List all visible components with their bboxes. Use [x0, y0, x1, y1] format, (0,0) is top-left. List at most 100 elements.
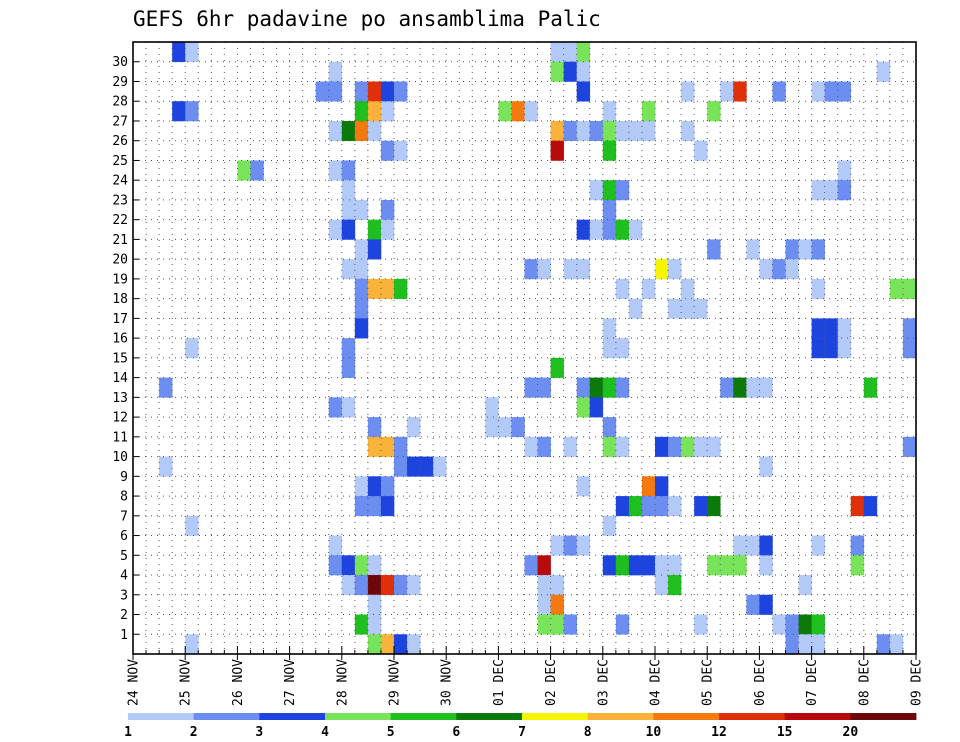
precip-cell: [602, 120, 617, 142]
precip-cell: [354, 476, 369, 497]
colorbar-label: 2: [190, 725, 198, 740]
colorbar-swatch: [784, 713, 851, 720]
x-tick-label: 06 DEC: [753, 659, 768, 706]
precip-cell: [628, 120, 643, 142]
precip-cell: [576, 377, 591, 398]
precip-cell: [668, 436, 682, 457]
x-tick-label: 03 DEC: [596, 659, 611, 706]
precip-cell: [394, 278, 408, 299]
y-tick-label: 22: [112, 213, 128, 228]
precip-cell: [341, 357, 356, 378]
precip-cell: [837, 318, 852, 339]
x-tick-label: 30 NOV: [440, 659, 455, 706]
precip-cell: [837, 338, 852, 359]
precip-cell: [681, 298, 695, 319]
precip-cell: [576, 42, 591, 63]
precip-cell: [341, 219, 356, 240]
precip-cell: [628, 555, 643, 576]
precip-cell: [394, 140, 408, 161]
precip-cell: [720, 377, 734, 398]
precip-cell: [394, 436, 408, 457]
precip-cell: [746, 594, 760, 615]
precip-cell: [328, 219, 343, 240]
colorbar-label: 20: [843, 725, 859, 740]
precip-cell: [602, 199, 617, 220]
precip-cell: [315, 81, 330, 102]
precip-cell: [615, 180, 630, 201]
y-tick-label: 16: [112, 332, 128, 347]
y-tick-label: 9: [120, 470, 128, 485]
y-tick-label: 6: [120, 529, 128, 544]
precip-cell: [537, 259, 551, 280]
precip-cell: [681, 81, 695, 102]
precip-cell: [328, 120, 343, 142]
precip-cell: [367, 614, 382, 635]
precip-cell: [407, 575, 421, 596]
precip-cell: [380, 476, 395, 497]
precip-cell: [733, 377, 747, 398]
precip-cell: [407, 456, 421, 477]
precip-cell: [668, 555, 682, 576]
precip-cell: [785, 259, 799, 280]
y-tick-label: 27: [112, 114, 128, 129]
colorbar-label: 15: [777, 725, 793, 740]
precip-cell: [602, 377, 617, 398]
precip-cell: [550, 594, 564, 615]
precip-cell: [511, 101, 525, 122]
precip-cell: [407, 417, 421, 438]
precip-cell: [902, 278, 917, 299]
precip-cell: [668, 575, 682, 596]
grid-layer: [133, 42, 916, 654]
precip-cell: [850, 535, 865, 556]
precip-cell: [589, 219, 604, 240]
precip-cell: [550, 575, 564, 596]
precip-cell: [341, 338, 356, 359]
precip-cell: [641, 496, 656, 517]
precip-cell: [576, 61, 591, 82]
precip-cell: [328, 535, 343, 556]
precip-cell: [641, 101, 656, 122]
y-tick-label: 8: [120, 490, 128, 505]
precip-cell: [563, 61, 577, 82]
precip-cell: [341, 259, 356, 280]
precip-cell: [720, 81, 734, 102]
precip-cell: [602, 417, 617, 438]
precip-cell: [576, 81, 591, 102]
precip-cell: [668, 496, 682, 517]
precip-cell: [354, 81, 369, 102]
precip-cell: [902, 436, 917, 457]
precip-cell: [380, 436, 395, 457]
x-tick-label: 05 DEC: [701, 659, 716, 706]
precip-cell: [367, 496, 382, 517]
precip-cell: [902, 318, 917, 339]
precip-cell: [485, 397, 499, 418]
precip-cell: [759, 456, 773, 477]
x-tick-label: 07 DEC: [805, 659, 820, 706]
precip-cell: [694, 496, 708, 517]
precip-cell: [615, 555, 630, 576]
precip-cell: [694, 140, 708, 161]
precip-cell: [380, 575, 395, 596]
precip-cell: [341, 120, 356, 142]
precip-cell: [407, 634, 421, 655]
x-tick-label: 28 NOV: [335, 659, 350, 706]
precip-cell: [367, 81, 382, 102]
precip-cell: [615, 614, 630, 635]
precip-cell: [367, 555, 382, 576]
precip-cell: [576, 397, 591, 418]
precip-cell: [655, 259, 669, 280]
precip-cell: [615, 377, 630, 398]
precip-cell: [354, 614, 369, 635]
chart-title: GEFS 6hr padavine po ansamblima Palic: [133, 7, 601, 31]
precip-cell: [537, 594, 551, 615]
precip-cell: [576, 535, 591, 556]
precip-cell: [576, 120, 591, 142]
precip-cell: [589, 120, 604, 142]
precip-cell: [589, 397, 604, 418]
precip-cell: [354, 239, 369, 260]
precip-cell: [185, 101, 199, 122]
precip-cell: [380, 199, 395, 220]
colorbar-swatch: [653, 713, 720, 720]
colorbar-label: 3: [255, 725, 263, 740]
precip-cell: [563, 535, 577, 556]
